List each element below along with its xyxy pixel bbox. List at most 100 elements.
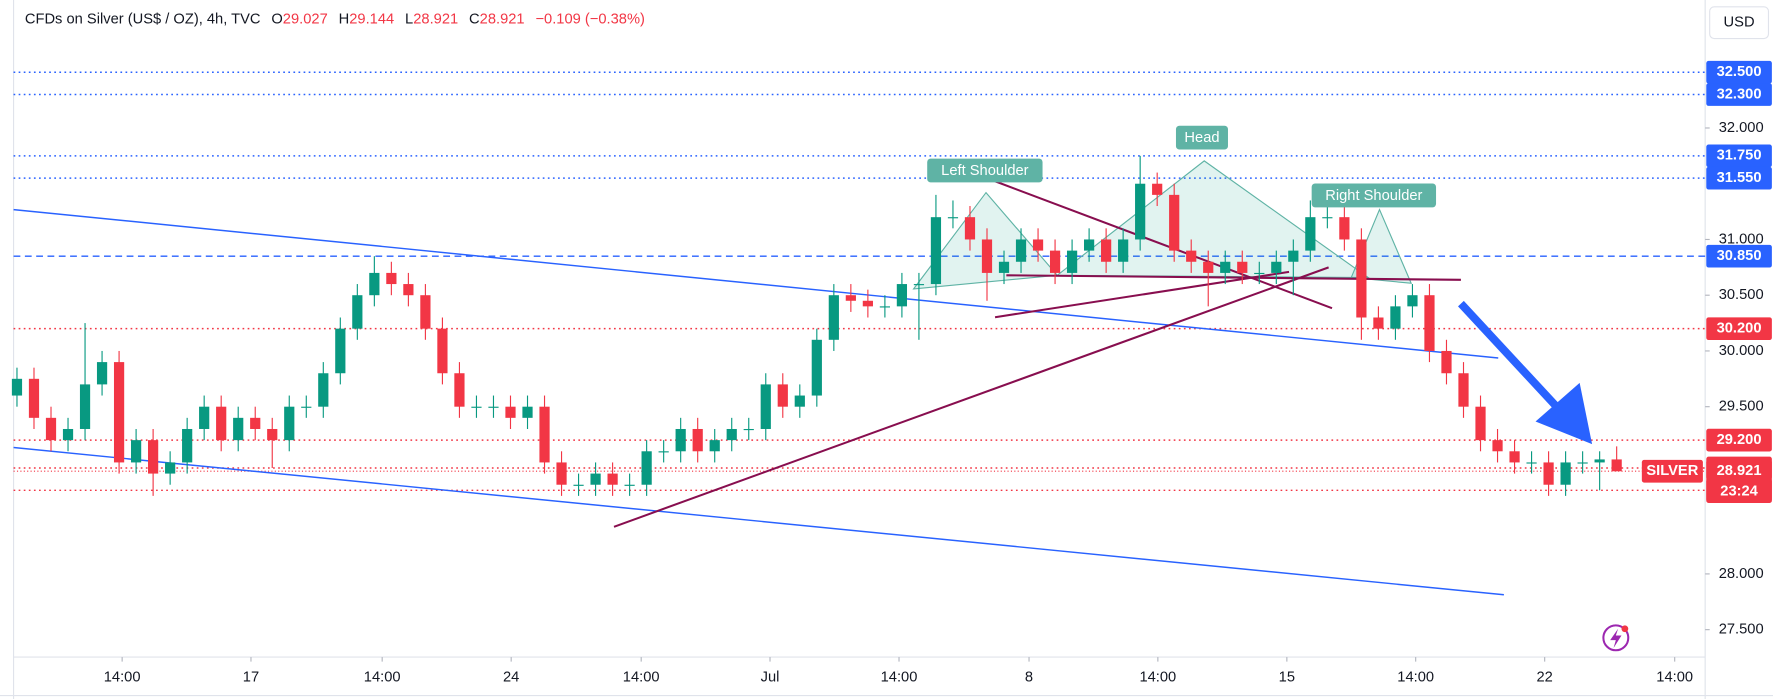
y-tick-label: 28.000	[1719, 566, 1764, 582]
candle-body	[1509, 451, 1520, 463]
y-tick-label: 30.500	[1719, 287, 1764, 303]
level-label-box	[1706, 60, 1772, 84]
candle-body	[981, 239, 993, 273]
candle-body	[250, 417, 261, 429]
icon-dot[interactable]	[1621, 625, 1629, 633]
level-label-box	[1706, 144, 1772, 168]
ohlc-key: O	[271, 11, 282, 27]
annotation: Right Shoulder	[1311, 183, 1437, 208]
candle-body	[641, 451, 652, 485]
candle-body	[777, 384, 788, 407]
candle-body	[811, 339, 822, 396]
ohlc-key: L	[405, 11, 413, 27]
candle-body	[675, 428, 686, 452]
candle-body	[62, 428, 74, 441]
x-tick-label: 14:00	[364, 669, 401, 685]
x-tick-label: 24	[503, 669, 519, 685]
candle-body	[454, 373, 465, 407]
candle-body	[45, 417, 57, 441]
candle-body	[96, 362, 108, 385]
candle-body	[1611, 459, 1622, 472]
candle-body	[1560, 462, 1571, 485]
candle-body	[165, 462, 176, 474]
candle-body	[1101, 239, 1112, 262]
y-tick-label: 31.000	[1719, 231, 1764, 247]
level-label-box	[1706, 244, 1772, 268]
arrow	[1458, 300, 1593, 445]
x-tick-label: 14:00	[104, 669, 141, 685]
y-tick-label: 29.500	[1719, 399, 1764, 415]
candle-body	[1543, 462, 1554, 485]
y-tick-label: 27.500	[1719, 622, 1764, 638]
candle-body	[539, 406, 550, 463]
icon-circle[interactable]	[1602, 624, 1630, 652]
candle-body	[1237, 261, 1248, 273]
candle-body	[1049, 250, 1061, 273]
last-price-box	[1706, 459, 1772, 503]
last-price-label: 28.921	[1717, 463, 1762, 479]
candle-body	[130, 440, 142, 463]
candle-body	[1032, 239, 1044, 251]
candle-body	[998, 261, 1010, 273]
symbol-tag: SILVER	[1646, 463, 1698, 479]
x-tick-label: 8	[1025, 669, 1033, 685]
level-label: 32.500	[1717, 64, 1762, 80]
currency-button-box[interactable]	[1709, 6, 1770, 40]
lightning-icon[interactable]	[1602, 624, 1630, 652]
candle-body	[216, 406, 227, 441]
candle-body	[964, 217, 976, 240]
trendline	[613, 266, 1329, 528]
icon-bolt[interactable]	[1610, 628, 1622, 649]
annotation-box	[1311, 183, 1437, 208]
level-label: 31.750	[1717, 148, 1762, 164]
candle-body	[182, 428, 193, 463]
candle-body	[794, 395, 805, 407]
candle-body	[1169, 194, 1180, 251]
ohlc-value: 28.921	[480, 11, 525, 27]
candle-body	[403, 284, 414, 296]
annotation-label: Left Shoulder	[941, 163, 1028, 179]
candle-body	[862, 300, 873, 307]
candle-body	[386, 272, 397, 285]
axes: 27.500 28.000 29.500 30.000 30.500 31.000 32.0…	[104, 60, 1772, 685]
candle-body	[318, 373, 329, 407]
y-tick-label: 32.000	[1719, 120, 1764, 136]
candle-body	[1424, 295, 1435, 351]
candle-body	[760, 384, 771, 429]
countdown: 23:24	[1720, 484, 1758, 500]
candle-body	[828, 295, 839, 340]
candle-body	[607, 473, 618, 485]
candle-body	[1066, 250, 1078, 273]
candle-body	[1271, 261, 1282, 273]
level-label: 32.300	[1717, 86, 1762, 102]
candle-body	[1441, 350, 1452, 374]
candle-body	[148, 440, 159, 474]
candle-body	[199, 406, 210, 429]
candle-body	[573, 484, 584, 486]
candle-body	[1135, 183, 1146, 240]
x-tick-label: 14:00	[1397, 669, 1434, 685]
candles	[11, 155, 1622, 496]
y-tick-label: 30.000	[1719, 343, 1764, 359]
candle-body	[743, 428, 754, 431]
candle-body	[301, 406, 312, 408]
candle-body	[1390, 306, 1401, 329]
candle-body	[1407, 295, 1418, 307]
candle-body	[11, 378, 23, 396]
change: −0.109 (−0.38%)	[535, 11, 644, 27]
candle-body	[658, 451, 669, 453]
ohlc-key: H	[339, 11, 350, 27]
x-tick-label: 14:00	[1656, 669, 1693, 685]
currency-button[interactable]: USD	[1709, 6, 1770, 40]
candle-body	[896, 284, 908, 307]
candle-body	[590, 473, 601, 485]
candle-body	[1322, 217, 1333, 219]
candle-body	[437, 328, 448, 374]
candle-body	[352, 295, 363, 329]
ohlc-value: 28.921	[413, 11, 458, 27]
candle-body	[1305, 217, 1316, 251]
candle-body	[1458, 373, 1469, 407]
currency-label[interactable]: USD	[1724, 15, 1755, 31]
